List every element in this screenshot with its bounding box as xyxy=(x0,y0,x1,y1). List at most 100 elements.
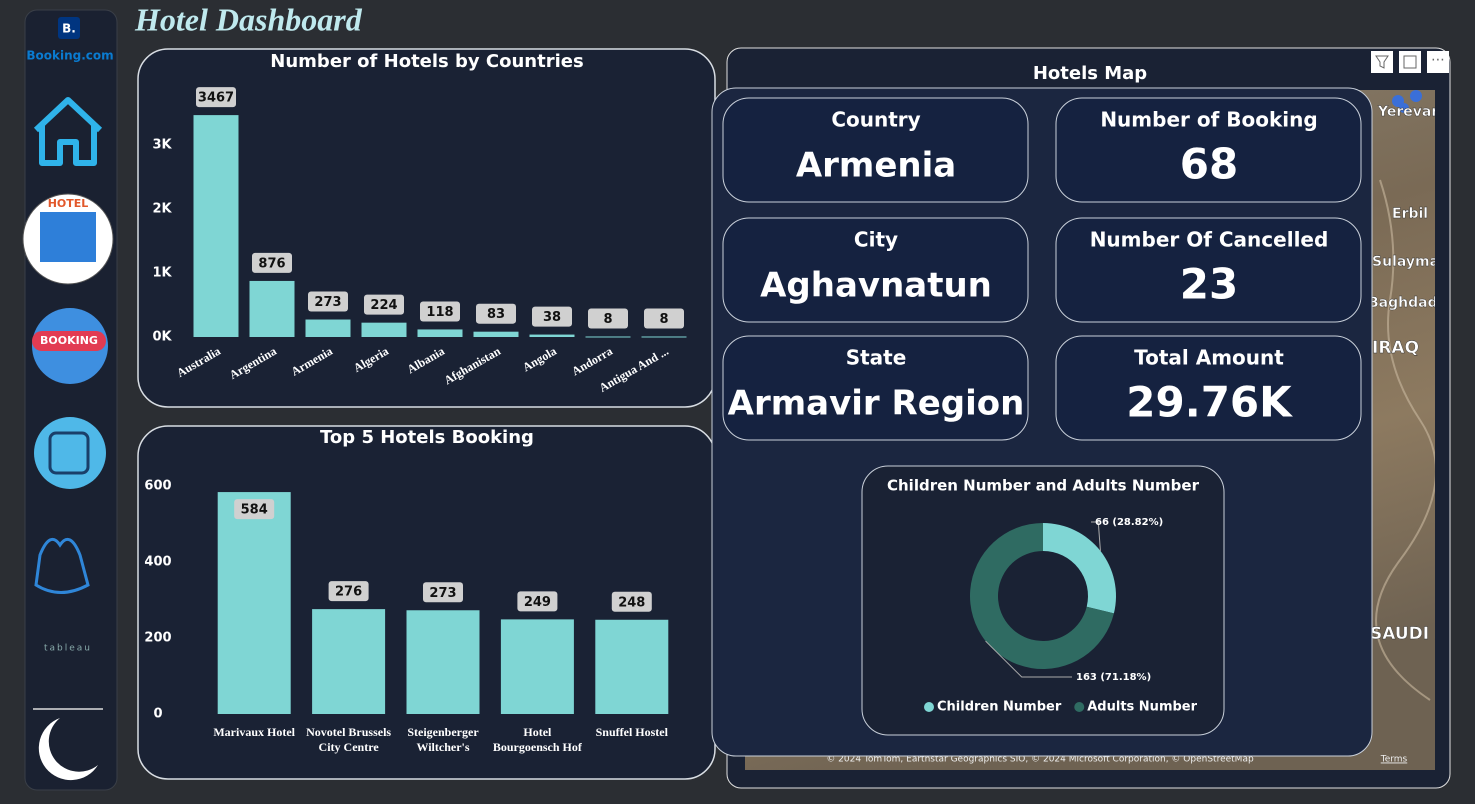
kpi-card xyxy=(722,335,1029,441)
cancel-icon[interactable] xyxy=(34,417,106,489)
bar xyxy=(193,115,239,337)
booking-badge xyxy=(32,331,106,351)
donut-slice xyxy=(1043,523,1116,614)
y-tick-label: 3K xyxy=(152,138,172,153)
dashboard-title: Hotel Dashboard xyxy=(134,1,363,37)
data-label: 118 xyxy=(426,305,453,320)
logo-text: Booking.com xyxy=(26,49,113,63)
kpi-card xyxy=(1055,97,1362,203)
kpi-card xyxy=(1055,217,1362,323)
map-title: Hotels Map xyxy=(1033,63,1147,84)
bar xyxy=(641,336,687,338)
data-label-box xyxy=(644,308,684,329)
x-tick-label-box: Marivaux Hotel xyxy=(213,725,295,739)
kpi-label: City xyxy=(854,228,898,252)
kpi-value: 29.76K xyxy=(1126,378,1293,427)
kpi-value: 68 xyxy=(1180,140,1238,189)
map-attribution: © 2024 TomTom, Earthstar Geographics SIO… xyxy=(826,755,1254,765)
data-label-box xyxy=(252,252,292,273)
bar xyxy=(595,619,669,714)
leader-line xyxy=(985,640,1072,678)
map-place-label: Sulaymaniyah xyxy=(1372,254,1475,270)
data-label: 83 xyxy=(487,307,505,322)
data-label: 248 xyxy=(618,595,645,610)
booking-icon-text: BOOKING xyxy=(40,334,98,347)
map-marker[interactable] xyxy=(1410,90,1422,102)
data-label-box xyxy=(308,291,348,312)
leader-line xyxy=(1091,521,1101,551)
kpi-label: Country xyxy=(831,108,920,132)
data-label-box xyxy=(234,499,275,520)
map-place-label: Baghdad xyxy=(1368,295,1438,311)
kpi-label: Number Of Cancelled xyxy=(1090,228,1329,252)
map-terms[interactable]: Terms xyxy=(1380,755,1408,765)
data-label: 163 (71.18%) xyxy=(1076,672,1151,683)
x-tick-label: Snuffel Hostel xyxy=(595,725,668,739)
map-road xyxy=(1375,179,1435,701)
focus-icon xyxy=(1403,55,1417,69)
data-label-box xyxy=(196,87,236,108)
data-label: 8 xyxy=(659,312,668,327)
data-label: 276 xyxy=(335,585,362,600)
data-label: 66 (28.82%) xyxy=(1095,517,1163,528)
data-label-box xyxy=(420,301,460,322)
x-tick-label-box: Hotel Bourgoensch Hof xyxy=(492,725,582,754)
data-label: 249 xyxy=(524,595,551,610)
moon-icon[interactable] xyxy=(38,718,98,781)
x-tick-label-box: Steigenberger Wiltcher's xyxy=(407,725,479,754)
kpi-label: Number of Booking xyxy=(1100,108,1317,132)
home-icon[interactable] xyxy=(33,97,103,166)
bar xyxy=(305,319,351,337)
tableau-text[interactable]: tableau xyxy=(44,644,92,654)
chart-title: Number of Hotels by Countries xyxy=(270,51,583,72)
y-tick-label: 400 xyxy=(144,555,171,570)
bar xyxy=(529,334,575,337)
x-tick-label: Steigenberger Wiltcher's xyxy=(407,725,479,754)
data-label: 8 xyxy=(603,312,612,327)
hotel-building xyxy=(40,212,96,262)
bar xyxy=(417,329,463,337)
y-tick-label: 2K xyxy=(152,202,172,217)
legend-swatch xyxy=(1074,702,1085,712)
kpi-value: Armavir Region xyxy=(728,384,1025,424)
chart-title: Children Number and Adults Number xyxy=(887,477,1200,495)
more-button[interactable] xyxy=(1427,51,1449,73)
data-label-box xyxy=(476,303,516,324)
map-place-label: Yerevan xyxy=(1377,104,1441,120)
focus-button[interactable] xyxy=(1399,51,1421,73)
bar xyxy=(217,492,291,714)
filter-button[interactable] xyxy=(1371,51,1393,73)
donut-slice xyxy=(970,523,1114,669)
logo-mark: B. xyxy=(62,22,76,36)
y-tick-label: 0K xyxy=(152,330,172,345)
chart-title: Top 5 Hotels Booking xyxy=(320,427,534,448)
bar xyxy=(406,610,480,714)
map-place-label: IRAQ xyxy=(1372,338,1419,358)
map-marker[interactable] xyxy=(1399,103,1409,113)
hotel-icon-text: HOTEL xyxy=(48,197,89,210)
bar xyxy=(500,619,574,714)
data-label: 38 xyxy=(543,310,561,325)
bar xyxy=(361,322,407,337)
bar xyxy=(249,280,295,337)
x-tick-label: Hotel Bourgoensch Hof xyxy=(492,725,582,754)
kpi-value: Aghavnatun xyxy=(760,266,992,306)
filter-icon xyxy=(1375,55,1389,69)
data-label-box xyxy=(588,308,628,329)
kpi-card xyxy=(1055,335,1362,441)
legend-label: Children Number xyxy=(937,700,1062,715)
x-tick-label: Novotel Brussels City Centre xyxy=(306,725,392,754)
y-tick-label: 1K xyxy=(152,266,172,281)
kpi-value: 23 xyxy=(1180,260,1238,309)
data-label: 273 xyxy=(314,295,341,310)
data-label-box xyxy=(423,582,463,603)
data-label: 3467 xyxy=(198,91,234,106)
kpi-label: Total Amount xyxy=(1134,346,1284,370)
bar xyxy=(473,331,519,337)
bar xyxy=(585,336,631,338)
data-label: 584 xyxy=(241,503,268,518)
money-icon[interactable] xyxy=(34,537,90,594)
cancel-card xyxy=(48,431,90,475)
